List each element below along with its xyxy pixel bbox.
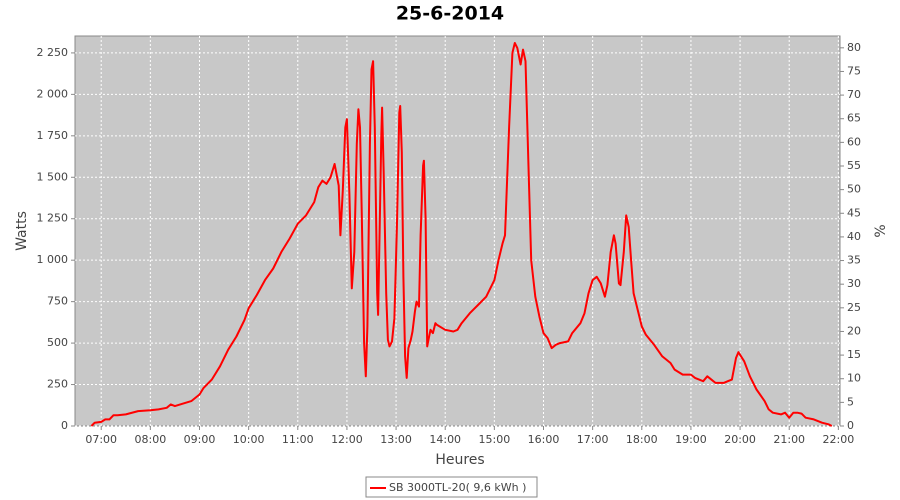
x-tick-label: 16:00 [528,433,560,446]
plot-area [74,35,841,427]
x-tick-label: 21:00 [773,433,805,446]
y-tick-label: 250 [47,378,68,391]
y2-tick-label: 15 [847,348,861,361]
y2-tick-label: 10 [847,372,861,385]
x-tick-label: 17:00 [577,433,609,446]
y2-tick-label: 80 [847,41,861,54]
y-tick-label: 1 250 [37,212,69,225]
y2-tick-label: 60 [847,135,861,148]
y2-axis-label: % [873,224,889,237]
y-tick-label: 1 500 [37,170,69,183]
y2-tick-label: 55 [847,159,861,172]
y-tick-label: 500 [47,336,68,349]
y-axis-label: Watts [14,211,30,251]
y2-tick-label: 20 [847,324,861,337]
y2-tick-label: 65 [847,112,861,125]
x-tick-label: 07:00 [85,433,117,446]
y2-tick-label: 25 [847,301,861,314]
x-tick-label: 08:00 [135,433,167,446]
y2-tick-label: 40 [847,230,861,243]
y-tick-label: 2 250 [37,46,69,59]
x-tick-label: 19:00 [675,433,707,446]
x-tick-label: 12:00 [331,433,363,446]
y2-tick-label: 75 [847,64,861,77]
data-line [90,42,833,427]
x-tick-label: 13:00 [380,433,412,446]
legend [365,476,538,498]
y-tick-label: 750 [47,295,68,308]
x-tick-label: 15:00 [479,433,511,446]
x-tick-label: 20:00 [724,433,756,446]
x-tick-label: 18:00 [626,433,658,446]
y2-tick-label: 5 [847,395,854,408]
x-tick-label: 22:00 [823,433,855,446]
x-axis-label: Heures [435,452,484,468]
legend-label: SB 3000TL-20( 9,6 kWh ) [389,481,526,494]
y-tick-label: 0 [61,419,68,432]
y2-tick-label: 70 [847,88,861,101]
chart-title: 25-6-2014 [396,3,504,25]
x-tick-label: 10:00 [233,433,265,446]
y2-tick-label: 45 [847,206,861,219]
x-tick-label: 14:00 [429,433,461,446]
x-tick-label: 11:00 [282,433,314,446]
x-tick-label: 09:00 [184,433,216,446]
y2-tick-label: 35 [847,254,861,267]
y2-tick-label: 50 [847,183,861,196]
y-tick-label: 2 000 [37,87,69,100]
y2-tick-label: 0 [847,419,854,432]
y-tick-label: 1 750 [37,129,69,142]
y-tick-label: 1 000 [37,253,69,266]
y2-tick-label: 30 [847,277,861,290]
